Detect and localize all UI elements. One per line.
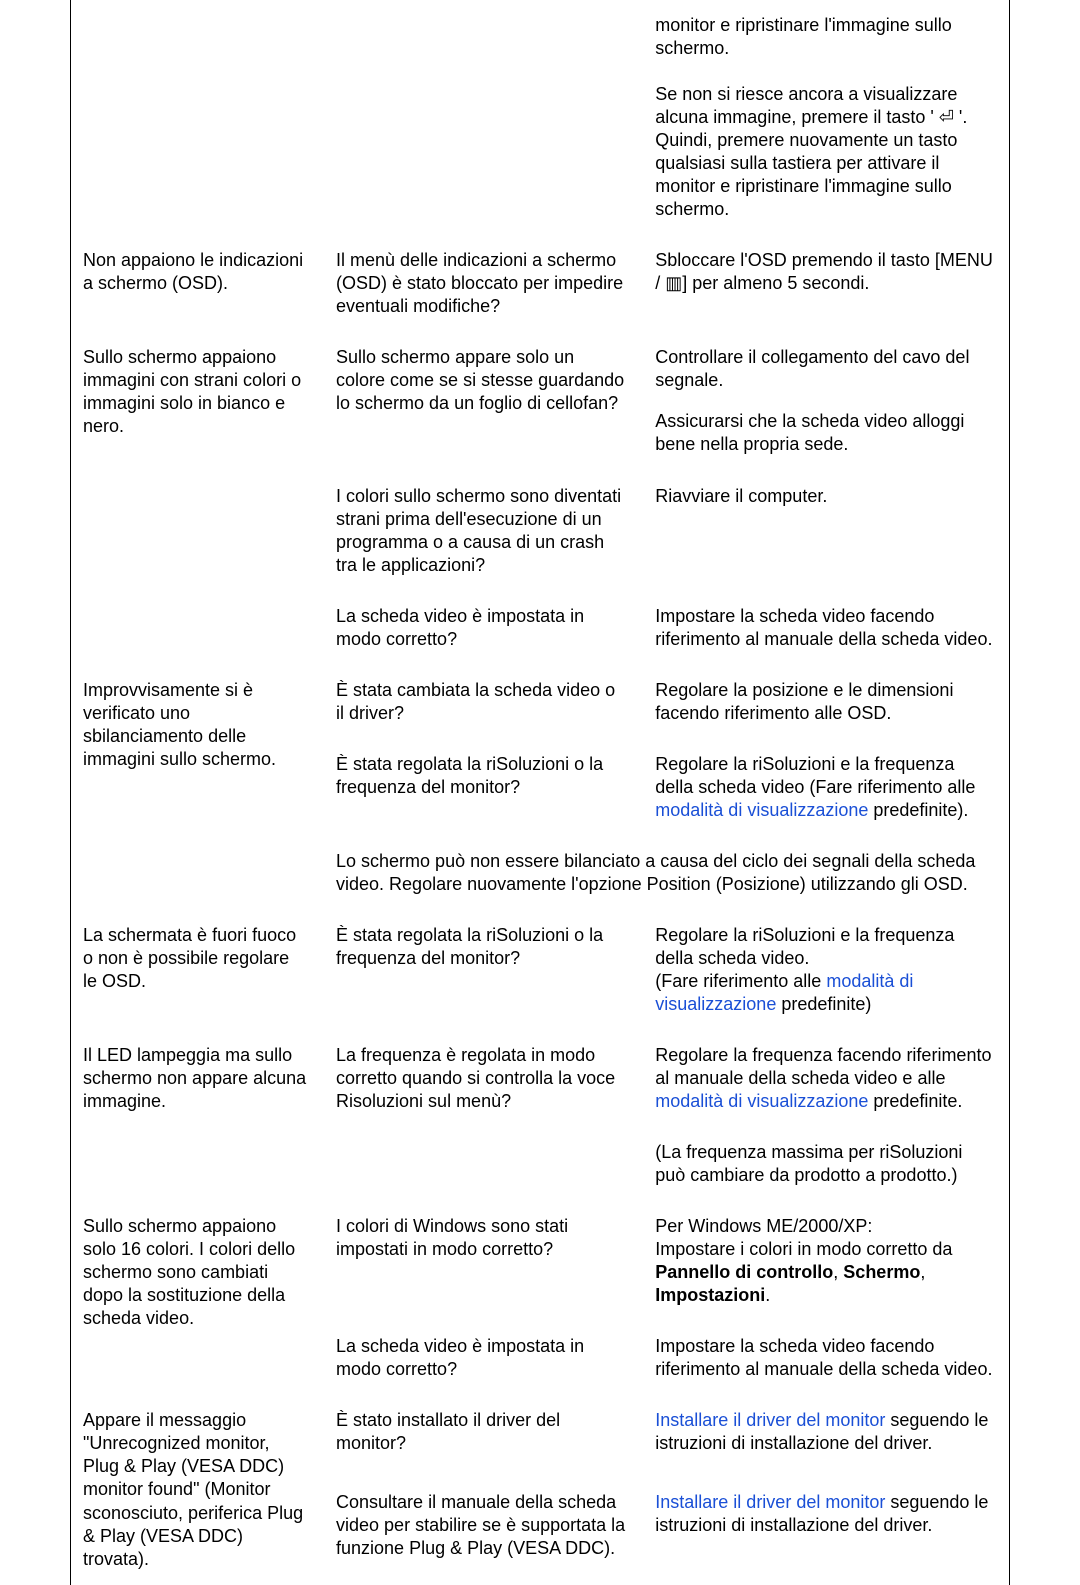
- solution-text: Regolare la riSoluzioni e la frequenza d…: [655, 754, 975, 797]
- solution-text: ,: [920, 1262, 925, 1282]
- note-text: Lo schermo può non essere bilanciato a c…: [336, 851, 975, 894]
- symptom-cell: La schermata è fuori fuoco o non è possi…: [71, 910, 325, 1030]
- solution-cell: Impostare la scheda video facendo riferi…: [643, 591, 1009, 665]
- solution-cell: Regolare la posizione e le dimensioni fa…: [643, 665, 1009, 739]
- symptom-text: Improvvisamente si è verificato uno sbil…: [83, 680, 276, 769]
- question-text: Consultare il manuale della scheda video…: [336, 1492, 625, 1558]
- solution-cell: Sbloccare l'OSD premendo il tasto [MENU …: [643, 235, 1009, 332]
- question-text: Sullo schermo appare solo un colore come…: [336, 347, 624, 413]
- table-row: Appare il messaggio "Unrecognized monito…: [71, 1395, 1010, 1477]
- preset-modes-link[interactable]: modalità di visualizzazione: [655, 1091, 868, 1111]
- question-cell: La frequenza è regolata in modo corretto…: [324, 1030, 643, 1201]
- install-driver-link[interactable]: Installare il driver del monitor: [655, 1492, 885, 1512]
- question-cell: La scheda video è impostata in modo corr…: [324, 1321, 643, 1395]
- solution-text: predefinite): [776, 994, 871, 1014]
- symptom-cell: [71, 836, 325, 910]
- bold-text: Impostazioni: [655, 1285, 765, 1305]
- solution-cell: Installare il driver del monitor seguend…: [643, 1395, 1009, 1477]
- question-cell: I colori sullo schermo sono diventati st…: [324, 471, 643, 591]
- symptom-text: Sullo schermo appaiono immagini con stra…: [83, 347, 301, 436]
- symptom-cell: Improvvisamente si è verificato uno sbil…: [71, 665, 325, 836]
- solution-text: Sbloccare l'OSD premendo il tasto [MENU …: [655, 250, 993, 293]
- question-text: È stata regolata la riSoluzioni o la fre…: [336, 925, 603, 968]
- symptom-text: Sullo schermo appaiono solo 16 colori. I…: [83, 1216, 295, 1328]
- question-text: Il menù delle indicazioni a schermo (OSD…: [336, 250, 623, 316]
- solution-cell: Controllare il collegamento del cavo del…: [643, 332, 1009, 406]
- preset-modes-link[interactable]: modalità di visualizzazione: [655, 800, 868, 820]
- table-row: Il LED lampeggia ma sullo schermo non ap…: [71, 1030, 1010, 1127]
- question-cell: Consultare il manuale della scheda video…: [324, 1477, 643, 1584]
- solution-cell: Installare il driver del monitor seguend…: [643, 1477, 1009, 1584]
- symptom-cell: Non appaiono le indicazioni a schermo (O…: [71, 235, 325, 332]
- symptom-text: La schermata è fuori fuoco o non è possi…: [83, 925, 296, 991]
- solution-cell: (La frequenza massima per riSoluzioni pu…: [643, 1127, 1009, 1201]
- solution-cell: Regolare la frequenza facendo riferiment…: [643, 1030, 1009, 1127]
- table-row: Improvvisamente si è verificato uno sbil…: [71, 665, 1010, 739]
- question-text: I colori di Windows sono stati impostati…: [336, 1216, 568, 1259]
- bold-text: Schermo: [843, 1262, 920, 1282]
- solution-text: Assicurarsi che la scheda video alloggi …: [655, 411, 964, 454]
- solution-cell: Regolare la riSoluzioni e la frequenza d…: [643, 739, 1009, 836]
- table-row: Sullo schermo appaiono solo 16 colori. I…: [71, 1201, 1010, 1321]
- question-text: È stato installato il driver del monitor…: [336, 1410, 560, 1453]
- table-row: Lo schermo può non essere bilanciato a c…: [71, 836, 1010, 910]
- solution-cell: Impostare la scheda video facendo riferi…: [643, 1321, 1009, 1395]
- solution-text: (La frequenza massima per riSoluzioni pu…: [655, 1142, 962, 1185]
- table-row: La schermata è fuori fuoco o non è possi…: [71, 910, 1010, 1030]
- question-cell: È stata regolata la riSoluzioni o la fre…: [324, 910, 643, 1030]
- solution-text: Per Windows ME/2000/XP: Impostare i colo…: [655, 1216, 952, 1259]
- symptom-text: Non appaiono le indicazioni a schermo (O…: [83, 250, 303, 293]
- table-row: Non appaiono le indicazioni a schermo (O…: [71, 235, 1010, 332]
- table-row: Sullo schermo appaiono immagini con stra…: [71, 332, 1010, 406]
- question-text: La scheda video è impostata in modo corr…: [336, 1336, 584, 1379]
- question-cell: I colori di Windows sono stati impostati…: [324, 1201, 643, 1321]
- symptom-cell: Sullo schermo appaiono solo 16 colori. I…: [71, 1201, 325, 1395]
- solution-text: predefinite).: [868, 800, 968, 820]
- install-driver-link[interactable]: Installare il driver del monitor: [655, 1410, 885, 1430]
- solution-cell: Riavviare il computer.: [643, 471, 1009, 591]
- solution-text: Quindi, premere nuovamente un tasto qual…: [655, 130, 957, 219]
- solution-text: Impostare la scheda video facendo riferi…: [655, 606, 992, 649]
- solution-cell: Per Windows ME/2000/XP: Impostare i colo…: [643, 1201, 1009, 1321]
- note-cell: Lo schermo può non essere bilanciato a c…: [324, 836, 1009, 910]
- symptom-cell: Il LED lampeggia ma sullo schermo non ap…: [71, 1030, 325, 1201]
- bold-text: Pannello di controllo: [655, 1262, 833, 1282]
- symptom-text: Il LED lampeggia ma sullo schermo non ap…: [83, 1045, 306, 1111]
- symptom-cell: Sullo schermo appaiono immagini con stra…: [71, 332, 325, 664]
- solution-text: Regolare la frequenza facendo riferiment…: [655, 1045, 991, 1088]
- solution-text: monitor e ripristinare l'immagine sullo …: [655, 15, 952, 58]
- symptom-text: Appare il messaggio "Unrecognized monito…: [83, 1410, 303, 1568]
- solution-text: .: [765, 1285, 770, 1305]
- solution-cell: monitor e ripristinare l'immagine sullo …: [643, 0, 1009, 235]
- question-cell: La scheda video è impostata in modo corr…: [324, 591, 643, 665]
- solution-text: Impostare la scheda video facendo riferi…: [655, 1336, 992, 1379]
- solution-text: Controllare il collegamento del cavo del…: [655, 347, 969, 390]
- symptom-cell: [71, 0, 325, 235]
- solution-text: ,: [833, 1262, 843, 1282]
- solution-text: Regolare la posizione e le dimensioni fa…: [655, 680, 953, 723]
- question-text: I colori sullo schermo sono diventati st…: [336, 486, 621, 575]
- question-text: La frequenza è regolata in modo corretto…: [336, 1045, 615, 1111]
- question-text: La scheda video è impostata in modo corr…: [336, 606, 584, 649]
- solution-text: Se non si riesce ancora a visualizzare a…: [655, 84, 967, 127]
- symptom-cell: Appare il messaggio "Unrecognized monito…: [71, 1395, 325, 1584]
- solution-text: Riavviare il computer.: [655, 486, 827, 506]
- question-cell: È stata cambiata la scheda video o il dr…: [324, 665, 643, 739]
- troubleshooting-table: monitor e ripristinare l'immagine sullo …: [70, 0, 1010, 1585]
- question-text: È stata cambiata la scheda video o il dr…: [336, 680, 615, 723]
- table-row: monitor e ripristinare l'immagine sullo …: [71, 0, 1010, 235]
- question-cell: Sullo schermo appare solo un colore come…: [324, 332, 643, 470]
- solution-cell: Assicurarsi che la scheda video alloggi …: [643, 406, 1009, 470]
- question-cell: [324, 0, 643, 235]
- solution-text: predefinite.: [868, 1091, 962, 1111]
- question-cell: Il menù delle indicazioni a schermo (OSD…: [324, 235, 643, 332]
- question-cell: È stata regolata la riSoluzioni o la fre…: [324, 739, 643, 836]
- solution-cell: Regolare la riSoluzioni e la frequenza d…: [643, 910, 1009, 1030]
- question-cell: È stato installato il driver del monitor…: [324, 1395, 643, 1477]
- question-text: È stata regolata la riSoluzioni o la fre…: [336, 754, 603, 797]
